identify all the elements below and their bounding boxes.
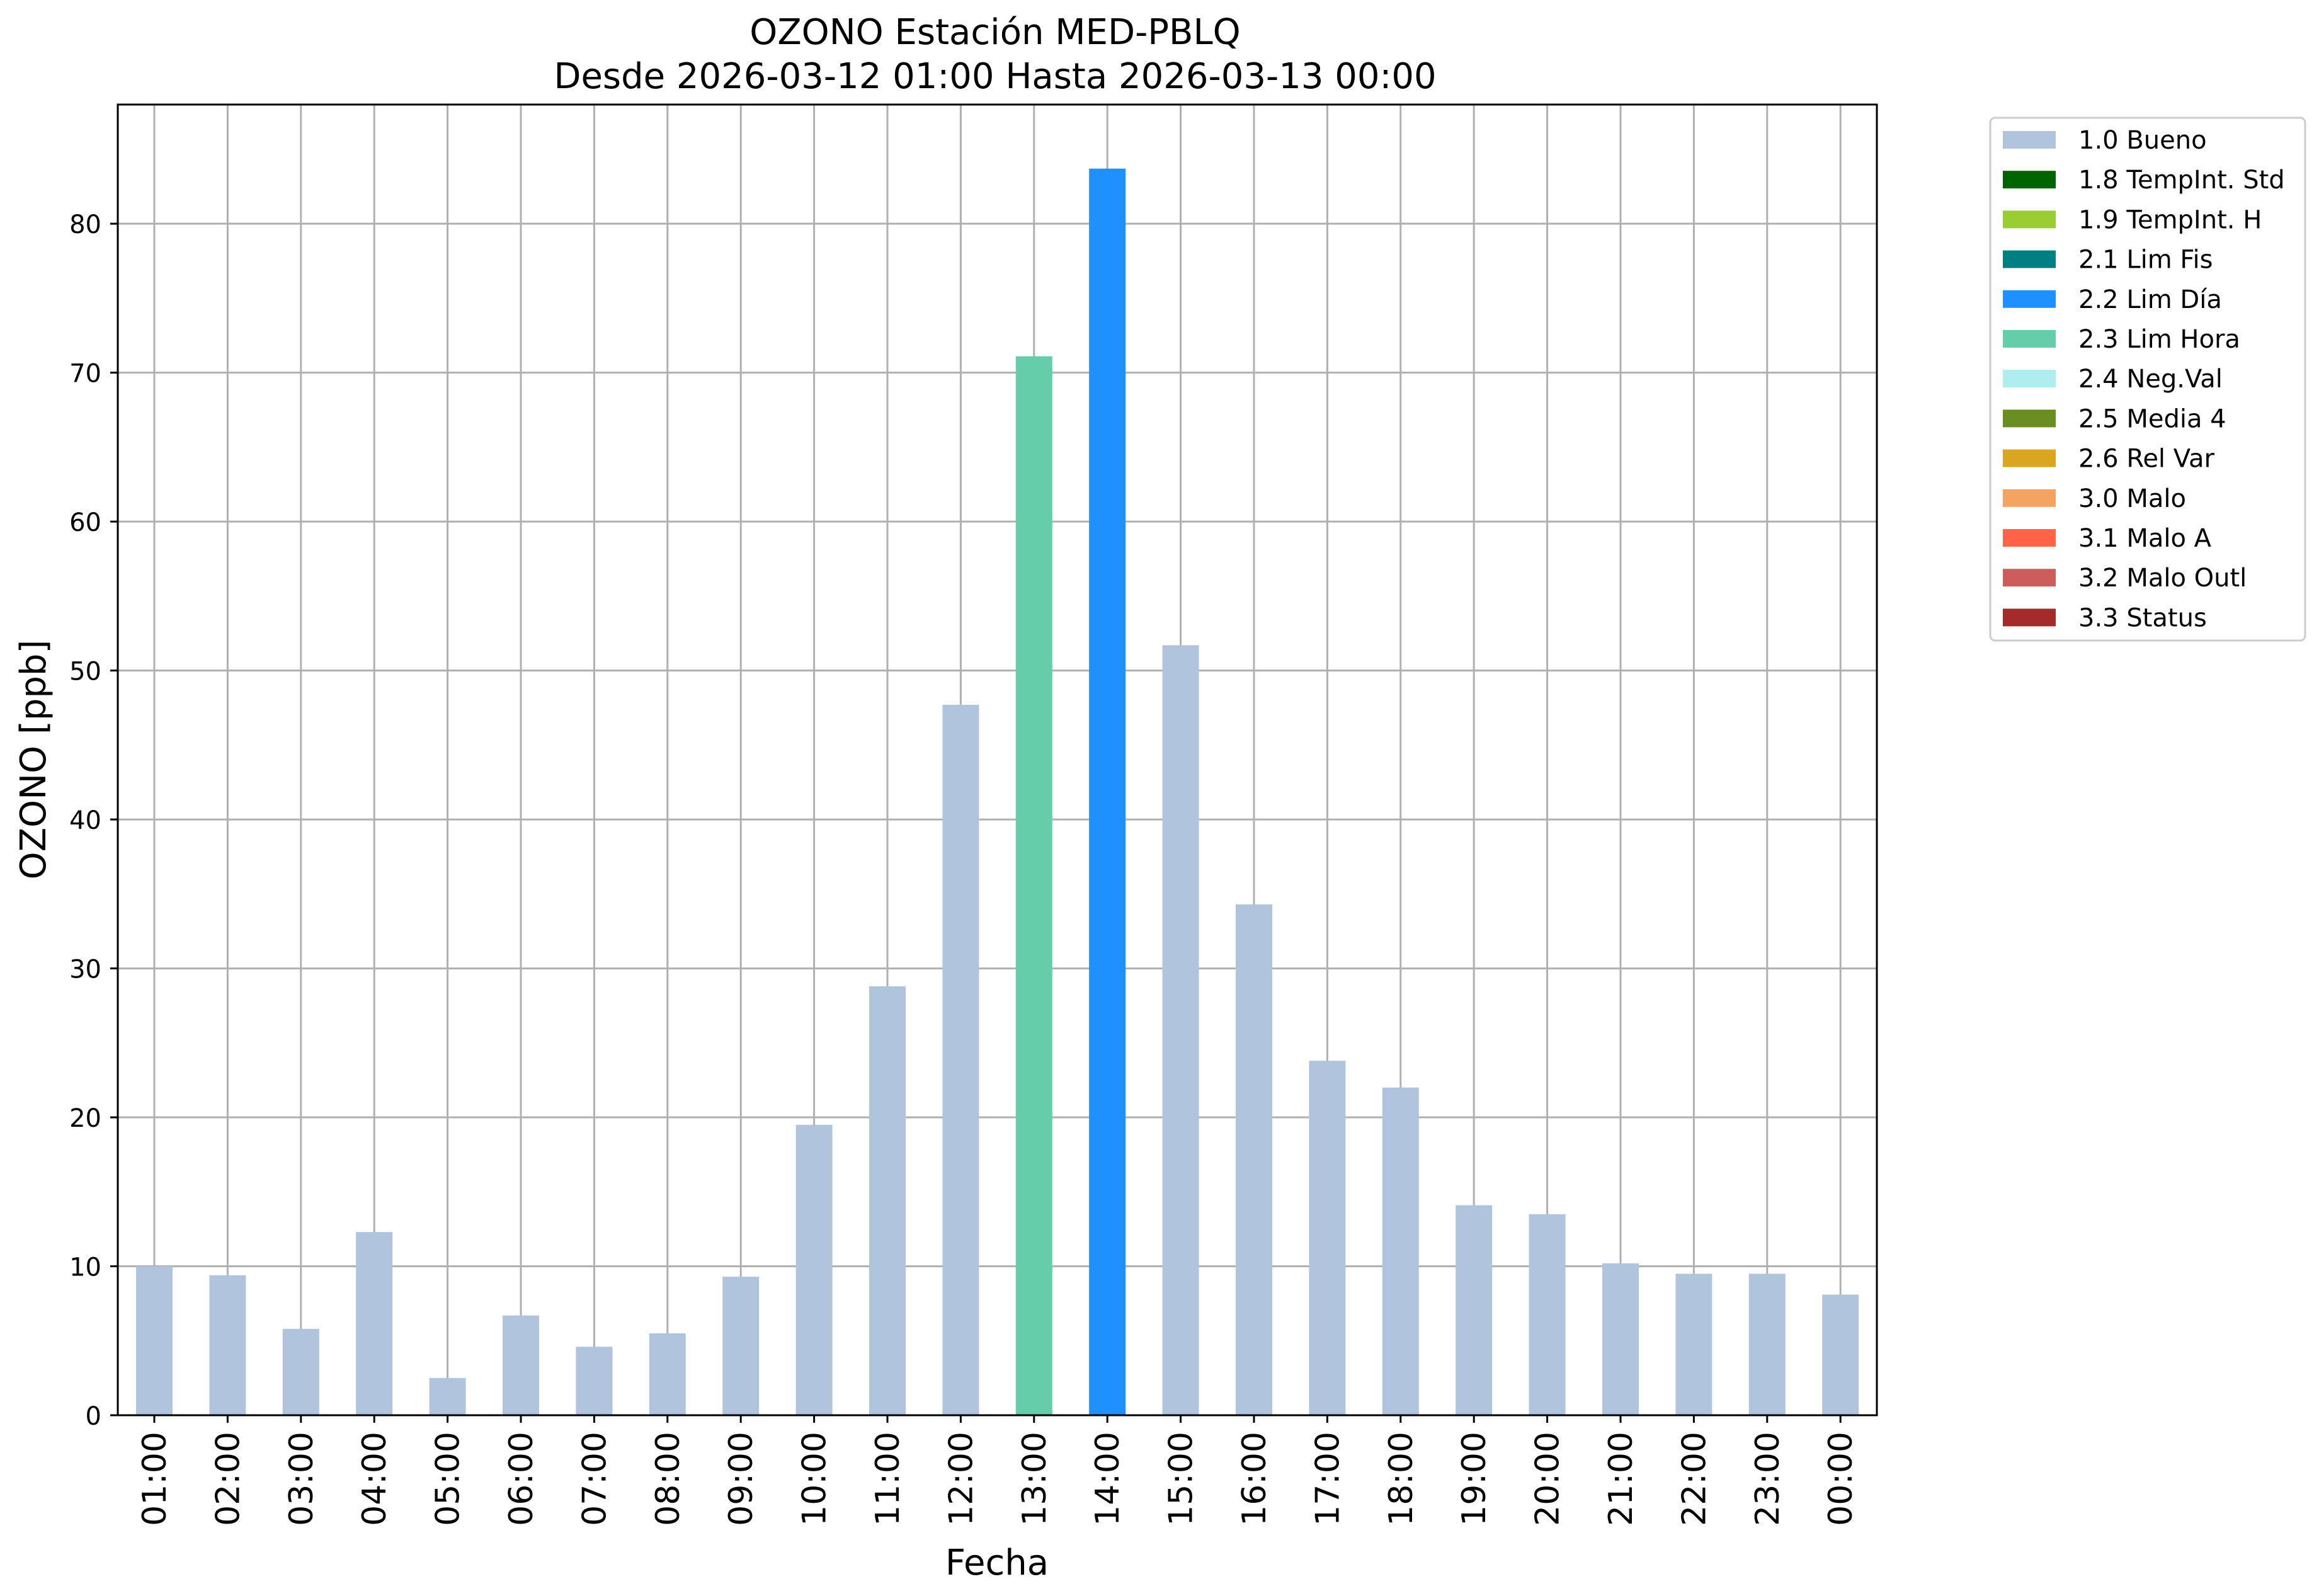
legend-swatch-1-0: [2003, 131, 2056, 149]
legend-label-2-5: 2.5 Media 4: [2078, 404, 2226, 433]
x-tick-label: 17:00: [1309, 1432, 1347, 1526]
x-tick-label: 21:00: [1602, 1432, 1640, 1526]
legend-label-2-4: 2.4 Neg.Val: [2078, 365, 2223, 394]
x-tick-label: 15:00: [1163, 1432, 1200, 1526]
x-tick-label: 14:00: [1089, 1432, 1127, 1526]
x-tick-label: 09:00: [722, 1432, 760, 1526]
bar-0900: [722, 1277, 760, 1415]
x-tick-label: 03:00: [283, 1432, 321, 1526]
bar-2100: [1602, 1263, 1639, 1415]
legend-label-3-2: 3.2 Malo Outl: [2078, 564, 2247, 593]
bar-1100: [869, 986, 906, 1415]
x-tick-label: 08:00: [649, 1432, 687, 1526]
bar-0700: [576, 1347, 613, 1415]
x-tick-label: 11:00: [869, 1432, 907, 1526]
bar-0000: [1822, 1294, 1859, 1415]
legend-swatch-3-1: [2003, 529, 2056, 547]
x-tick-label: 05:00: [430, 1432, 467, 1526]
x-tick-label: 12:00: [942, 1432, 980, 1526]
x-tick-label: 16:00: [1236, 1432, 1273, 1526]
x-tick-label: 07:00: [576, 1432, 613, 1526]
legend-label-2-6: 2.6 Rel Var: [2078, 445, 2215, 474]
x-axis-ticks: 01:00 02:00 03:00 04:00 05:00 06:00 07:00 08:00…: [136, 1415, 1860, 1526]
y-tick-label: 0: [86, 1402, 101, 1431]
y-tick-label: 10: [69, 1253, 101, 1282]
x-tick-label: 04:00: [356, 1432, 394, 1526]
legend-frame: [1989, 117, 2306, 642]
legend-swatch-3-2: [2003, 569, 2056, 587]
bar-1200: [942, 705, 979, 1415]
legend-label-2-1: 2.1 Lim Fis: [2078, 246, 2213, 275]
x-tick-label: 01:00: [136, 1432, 174, 1526]
legend-label-3-3: 3.3 Status: [2078, 603, 2207, 632]
legend-label-2-3: 2.3 Lim Hora: [2078, 325, 2240, 354]
x-tick-label: 23:00: [1749, 1432, 1787, 1526]
y-axis-label: OZONO [ppb]: [13, 640, 54, 880]
legend-label-1-0: 1.0 Bueno: [2078, 126, 2207, 155]
legend: 1.0 Bueno 1.8 TempInt. Std 1.9 TempInt. H 2…: [1989, 117, 2306, 642]
plot-frame: [117, 103, 1878, 1416]
y-tick-label: 80: [69, 210, 101, 239]
x-tick-label: 00:00: [1822, 1432, 1860, 1526]
legend-swatch-2-1: [2003, 250, 2056, 268]
legend-label-1-8: 1.8 TempInt. Std: [2078, 166, 2285, 195]
y-tick-label: 60: [69, 508, 101, 537]
legend-swatch-3-3: [2003, 608, 2056, 627]
bar-1800: [1382, 1087, 1419, 1415]
y-axis-ticks: 0 10 20 30 40 50 60 70 80: [69, 210, 118, 1431]
bar-1000: [795, 1124, 833, 1415]
legend-swatch-2-6: [2003, 449, 2056, 467]
legend-swatch-3-0: [2003, 489, 2056, 507]
x-tick-label: 19:00: [1456, 1432, 1493, 1526]
bar-0400: [356, 1232, 393, 1415]
legend-label-3-0: 3.0 Malo: [2078, 484, 2186, 513]
bar-1600: [1236, 904, 1272, 1415]
x-tick-label: 18:00: [1382, 1432, 1420, 1526]
y-tick-label: 30: [69, 955, 101, 984]
legend-swatch-1-8: [2003, 171, 2056, 189]
bar-0600: [503, 1315, 539, 1415]
bar-1900: [1456, 1205, 1493, 1415]
legend-label-1-9: 1.9 TempInt. H: [2078, 205, 2262, 234]
legend-swatch-2-4: [2003, 370, 2056, 388]
x-tick-label: 20:00: [1529, 1432, 1567, 1526]
bars: [136, 168, 1859, 1415]
y-tick-label: 40: [69, 806, 101, 835]
legend-label-2-2: 2.2 Lim Día: [2078, 285, 2222, 314]
x-axis-label: Fecha: [945, 1542, 1049, 1583]
x-tick-label: 13:00: [1016, 1432, 1054, 1526]
bar-1500: [1162, 645, 1199, 1415]
bar-0800: [649, 1333, 686, 1415]
x-tick-label: 10:00: [796, 1432, 834, 1526]
x-tick-label: 22:00: [1675, 1432, 1713, 1526]
y-tick-label: 50: [69, 658, 101, 687]
bar-0100: [136, 1266, 173, 1415]
bar-1300: [1015, 356, 1052, 1415]
legend-swatch-2-3: [2003, 330, 2056, 348]
bar-2000: [1529, 1214, 1566, 1415]
bar-0200: [209, 1275, 246, 1415]
y-tick-label: 20: [69, 1104, 101, 1133]
x-tick-label: 06:00: [503, 1432, 540, 1526]
legend-swatch-2-5: [2003, 409, 2056, 428]
legend-label-3-1: 3.1 Malo A: [2078, 524, 2212, 553]
bar-1400: [1089, 168, 1126, 1415]
chart-subtitle: Desde 2026-03-12 01:00 Hasta 2026-03-13 …: [554, 56, 1436, 97]
bar-2200: [1675, 1274, 1712, 1415]
y-tick-label: 70: [69, 360, 101, 389]
bar-0300: [282, 1328, 319, 1415]
x-tick-label: 02:00: [209, 1432, 247, 1526]
bar-0500: [429, 1377, 466, 1415]
legend-swatch-1-9: [2003, 210, 2056, 229]
bar-1700: [1309, 1061, 1346, 1415]
bar-2300: [1748, 1274, 1786, 1415]
chart-title: OZONO Estación MED-PBLQ: [749, 12, 1241, 53]
legend-swatch-2-2: [2003, 290, 2056, 308]
